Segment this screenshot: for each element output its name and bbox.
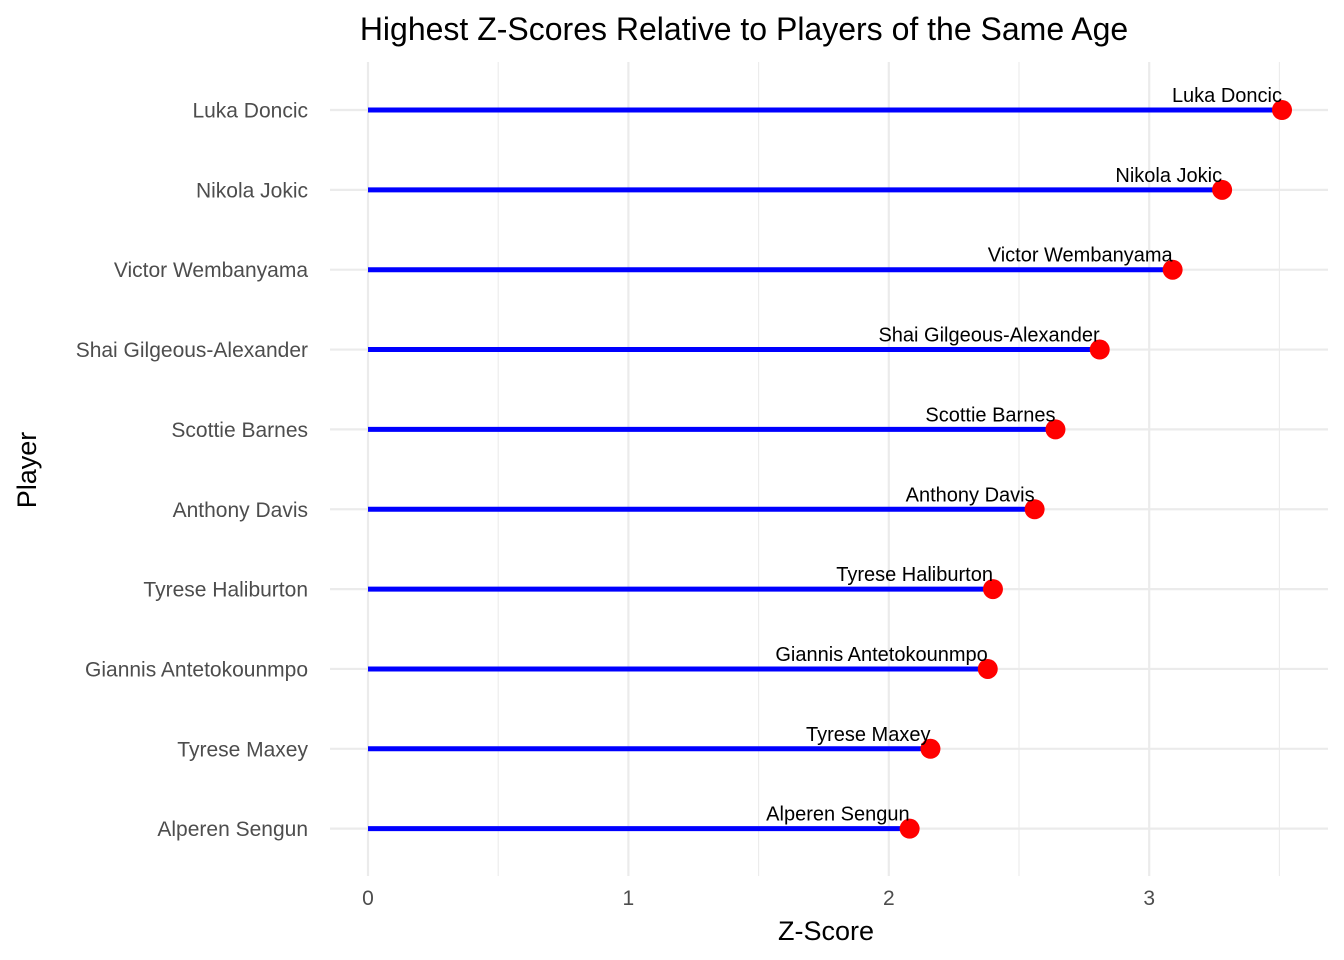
lollipop-point bbox=[1212, 179, 1233, 200]
lollipop-point bbox=[1272, 100, 1293, 120]
data-label: Giannis Antetokounmpo bbox=[775, 644, 987, 666]
lollipop-point bbox=[920, 738, 941, 759]
x-tick-label: 2 bbox=[883, 887, 895, 910]
data-label: Tyrese Maxey bbox=[806, 724, 930, 746]
lollipop-point bbox=[977, 658, 998, 679]
lollipop-point bbox=[1089, 339, 1110, 360]
lollipop-point bbox=[1024, 499, 1045, 520]
lollipop-point bbox=[982, 579, 1003, 600]
y-tick-label: Victor Wembanyama bbox=[114, 259, 308, 282]
data-label: Anthony Davis bbox=[906, 484, 1035, 506]
x-tick-label: 0 bbox=[362, 887, 374, 910]
y-tick-label: Tyrese Maxey bbox=[177, 738, 308, 761]
data-label: Nikola Jokic bbox=[1115, 165, 1222, 187]
y-tick-label: Nikola Jokic bbox=[196, 179, 308, 202]
data-label: Shai Gilgeous-Alexander bbox=[878, 325, 1100, 347]
y-tick-label: Tyrese Haliburton bbox=[143, 579, 308, 602]
lollipop-point bbox=[899, 818, 920, 839]
chart-marks bbox=[368, 100, 1293, 839]
y-tick-label: Luka Doncic bbox=[192, 100, 308, 123]
x-tick-label: 1 bbox=[623, 887, 635, 910]
lollipop-point bbox=[1162, 259, 1183, 280]
y-axis-title: Player bbox=[12, 432, 42, 509]
data-label: Tyrese Haliburton bbox=[836, 564, 993, 586]
x-tick-label: 3 bbox=[1143, 887, 1155, 910]
y-tick-label: Shai Gilgeous-Alexander bbox=[76, 339, 308, 362]
y-tick-label: Anthony Davis bbox=[173, 499, 308, 522]
y-tick-label: Scottie Barnes bbox=[171, 419, 308, 442]
y-tick-label: Alperen Sengun bbox=[157, 818, 308, 841]
lollipop-point bbox=[1045, 419, 1066, 440]
chart-labels: 0 1 2 3 Luka Doncic Nikola Jokic Victor Wemban… bbox=[76, 85, 1282, 910]
x-axis-title: Z-Score bbox=[778, 916, 874, 946]
data-label: Luka Doncic bbox=[1172, 85, 1282, 107]
data-label: Victor Wembanyama bbox=[988, 245, 1174, 267]
data-label: Scottie Barnes bbox=[925, 404, 1055, 426]
y-tick-label: Giannis Antetokounmpo bbox=[85, 658, 308, 681]
data-label: Alperen Sengun bbox=[766, 804, 909, 826]
chart-title: Highest Z-Scores Relative to Players of … bbox=[360, 11, 1128, 47]
